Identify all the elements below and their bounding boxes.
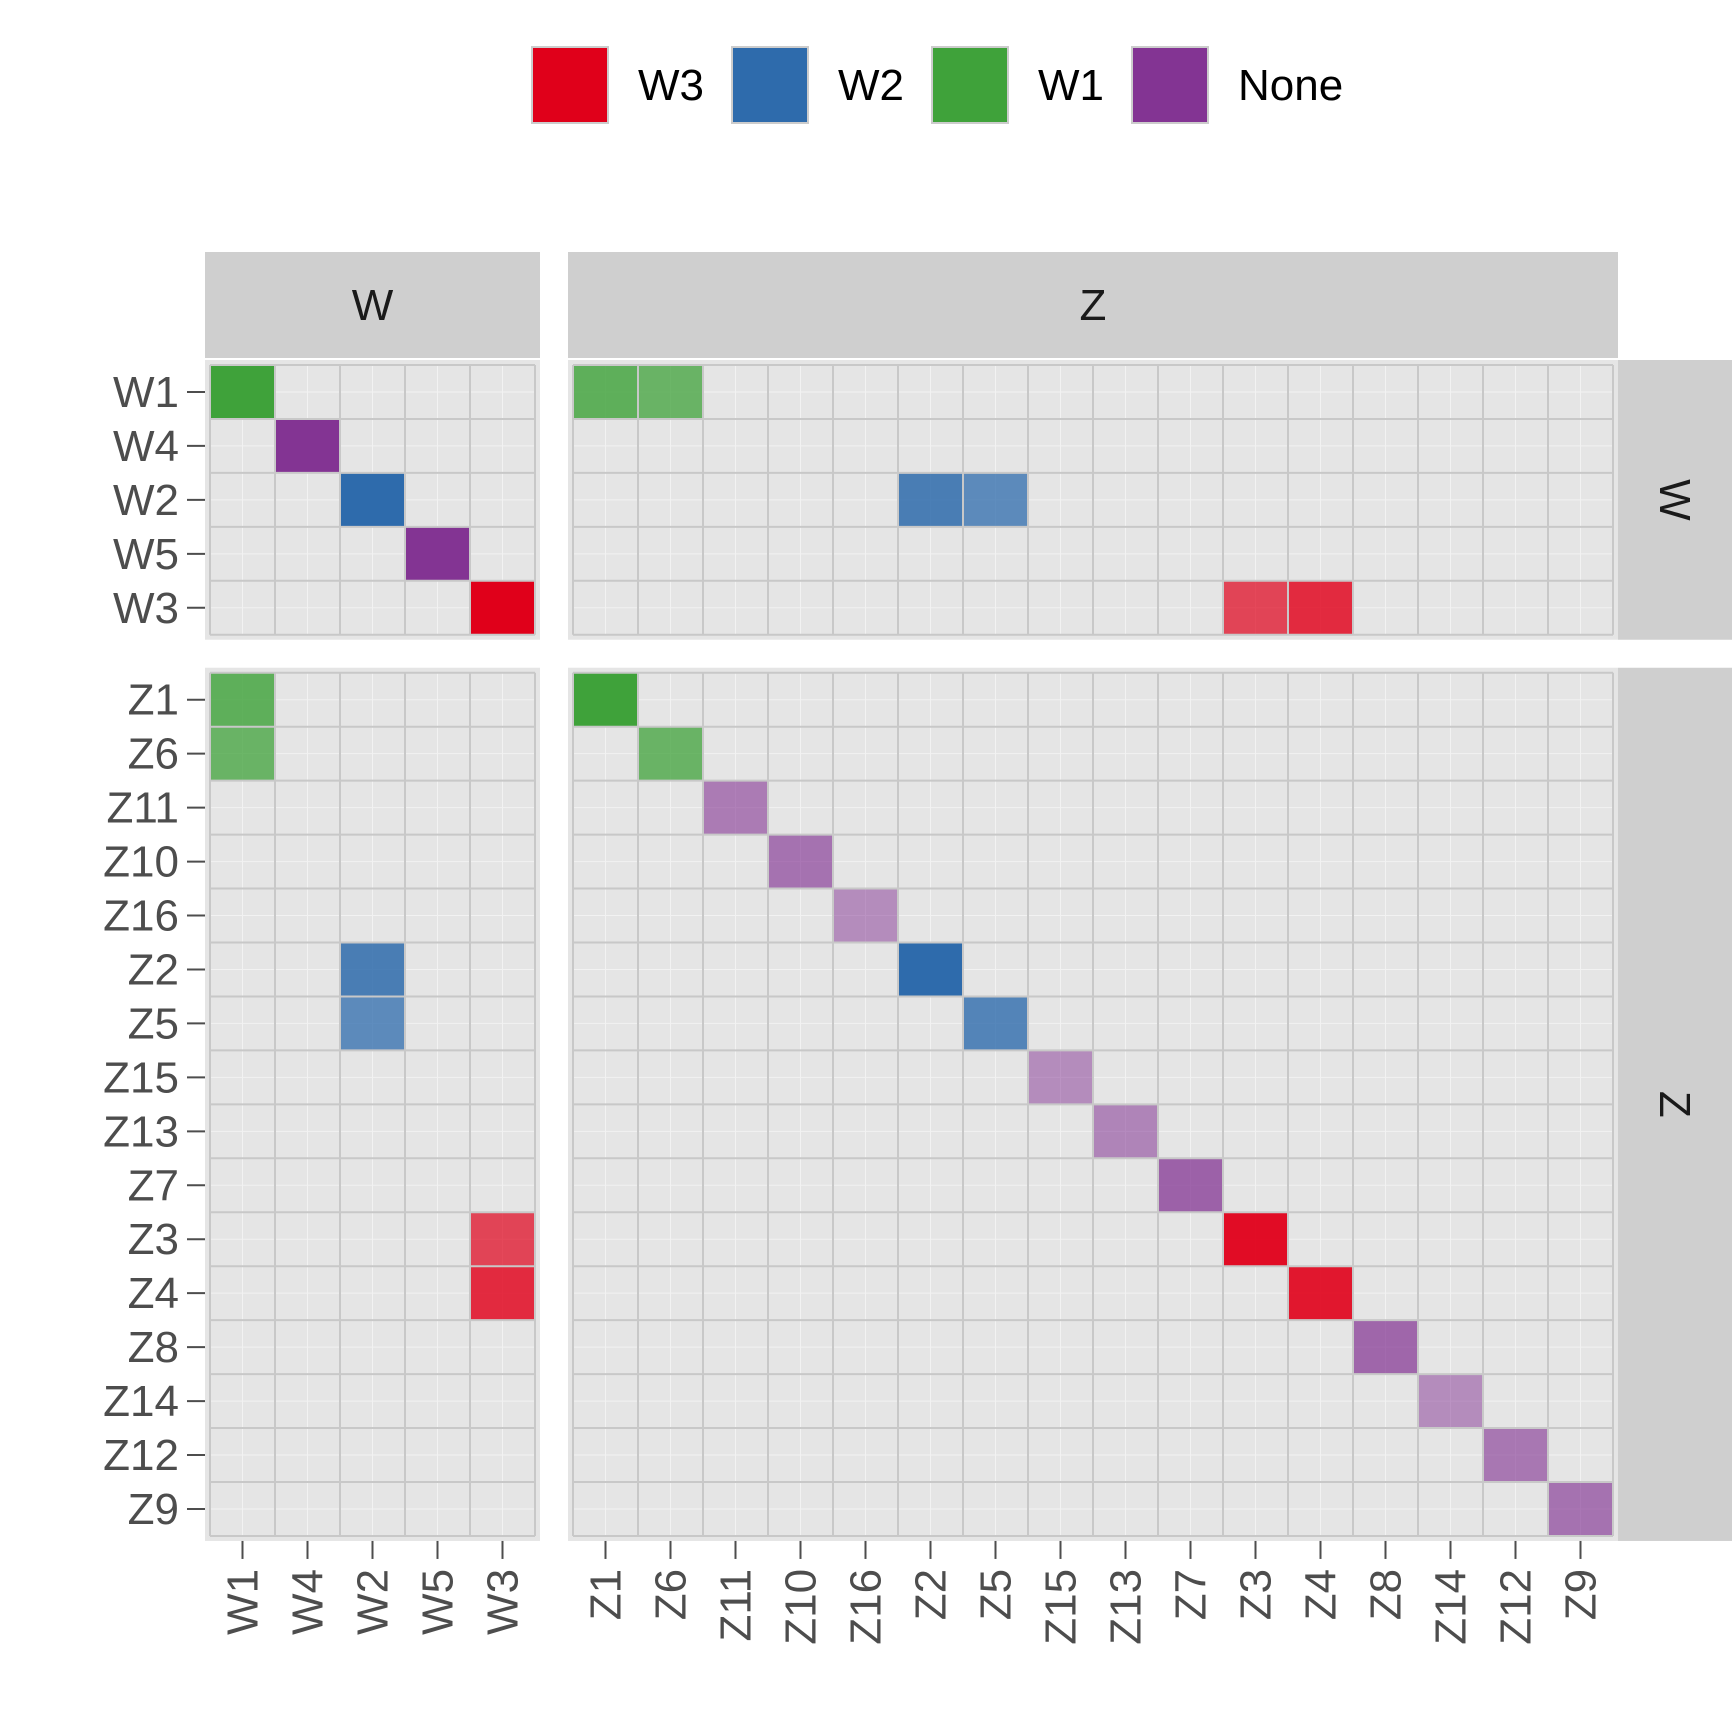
- y-tick-label-Z5: Z5: [128, 999, 179, 1048]
- cell-Z8-Z8: [1353, 1320, 1418, 1375]
- strip-right-Z: [1618, 667, 1732, 1541]
- cell-W4-W4: [275, 418, 340, 473]
- y-tick-label-Z4: Z4: [128, 1269, 179, 1318]
- cell-Z4-W3: [470, 1266, 535, 1321]
- strip-right-label-W: W: [1650, 479, 1699, 521]
- cell-W1-Z1: [573, 365, 638, 419]
- cell-W5-W5: [405, 526, 470, 581]
- x-tick-label-W4: W4: [284, 1569, 333, 1635]
- x-tick-label-Z9: Z9: [1557, 1569, 1606, 1620]
- y-tick-label-Z15: Z15: [103, 1053, 179, 1102]
- x-tick-label-Z3: Z3: [1232, 1569, 1281, 1620]
- x-tick-label-W3: W3: [479, 1569, 528, 1635]
- cell-Z1-Z1: [573, 672, 638, 727]
- y-tick-label-Z1: Z1: [128, 676, 179, 725]
- cell-W3-W3: [470, 580, 535, 635]
- x-tick-label-Z2: Z2: [907, 1569, 956, 1620]
- y-tick-label-Z7: Z7: [128, 1161, 179, 1210]
- axes: W1W4W2W5W3Z1Z6Z11Z10Z16Z2Z5Z15Z13Z7Z3Z4Z…: [103, 368, 1605, 1645]
- cell-W2-W2: [340, 472, 405, 527]
- y-tick-label-W3: W3: [113, 584, 179, 633]
- cell-Z9-Z9: [1548, 1482, 1613, 1536]
- x-tick-label-Z12: Z12: [1492, 1569, 1541, 1645]
- strip-right-label-Z: Z: [1650, 1091, 1699, 1118]
- cell-Z12-Z12: [1483, 1428, 1548, 1482]
- y-tick-label-W1: W1: [113, 368, 179, 417]
- cell-Z5-Z5: [963, 996, 1028, 1051]
- cell-Z3-W3: [470, 1212, 535, 1267]
- x-tick-label-Z7: Z7: [1167, 1569, 1216, 1620]
- y-tick-label-Z10: Z10: [103, 838, 179, 887]
- x-tick-label-Z8: Z8: [1362, 1569, 1411, 1620]
- cell-Z10-Z10: [768, 834, 833, 889]
- y-tick-label-W5: W5: [113, 530, 179, 579]
- legend-key-w1: [931, 46, 1009, 124]
- y-tick-label-Z14: Z14: [103, 1377, 179, 1426]
- legend-label-w1: W1: [1038, 61, 1104, 110]
- legend-label-w2: W2: [838, 61, 904, 110]
- cell-Z1-W1: [210, 672, 275, 727]
- x-tick-label-Z5: Z5: [972, 1569, 1021, 1620]
- y-tick-label-Z6: Z6: [128, 730, 179, 779]
- legend-label-w3: W3: [638, 61, 704, 110]
- y-tick-label-Z3: Z3: [128, 1215, 179, 1264]
- y-tick-label-Z12: Z12: [103, 1431, 179, 1480]
- legend-key-none: [1131, 46, 1209, 124]
- x-tick-label-Z15: Z15: [1037, 1569, 1086, 1645]
- y-tick-label-W4: W4: [113, 422, 179, 471]
- strip-right-W: [1618, 360, 1732, 640]
- y-tick-label-Z13: Z13: [103, 1107, 179, 1156]
- cell-Z14-Z14: [1418, 1374, 1483, 1429]
- cell-W2-Z5: [963, 472, 1028, 527]
- cell-W3-Z3: [1223, 580, 1288, 635]
- cell-Z11-Z11: [703, 780, 768, 835]
- legend: W3 W2 W1 None: [531, 46, 1343, 124]
- legend-key-w2: [731, 46, 809, 124]
- strip-top-label-Z: Z: [1080, 281, 1107, 330]
- cell-Z6-W1: [210, 726, 275, 781]
- strip-top-Z: [568, 252, 1618, 358]
- cell-Z13-Z13: [1093, 1104, 1158, 1159]
- x-tick-label-Z6: Z6: [647, 1569, 696, 1620]
- strip-top-label-W: W: [352, 281, 394, 330]
- x-tick-label-W1: W1: [219, 1569, 268, 1635]
- x-tick-label-Z16: Z16: [842, 1569, 891, 1645]
- cell-Z3-Z3: [1223, 1212, 1288, 1267]
- cell-W3-Z4: [1288, 580, 1353, 635]
- cell-Z15-Z15: [1028, 1050, 1093, 1105]
- legend-key-w3: [531, 46, 609, 124]
- y-tick-label-Z8: Z8: [128, 1323, 179, 1372]
- y-tick-label-Z11: Z11: [106, 784, 179, 833]
- cell-Z6-Z6: [638, 726, 703, 781]
- x-tick-label-Z13: Z13: [1102, 1569, 1151, 1645]
- cell-Z2-Z2: [898, 942, 963, 997]
- cell-Z5-W2: [340, 996, 405, 1051]
- facet-strips: W Z W Z: [205, 252, 1732, 1541]
- cell-Z16-Z16: [833, 888, 898, 943]
- x-tick-label-Z1: Z1: [582, 1569, 631, 1620]
- x-tick-label-W2: W2: [349, 1569, 398, 1635]
- x-tick-label-Z10: Z10: [777, 1569, 826, 1645]
- cell-Z2-W2: [340, 942, 405, 997]
- x-tick-label-Z4: Z4: [1297, 1569, 1346, 1620]
- x-tick-label-Z11: Z11: [712, 1569, 761, 1642]
- cell-W1-W1: [210, 365, 275, 419]
- x-tick-label-W5: W5: [414, 1569, 463, 1635]
- x-tick-label-Z14: Z14: [1427, 1569, 1476, 1645]
- y-tick-label-Z16: Z16: [103, 892, 179, 941]
- panels: [205, 360, 1618, 1541]
- legend-label-none: None: [1238, 61, 1343, 110]
- strip-top-W: [205, 252, 540, 358]
- cell-W2-Z2: [898, 472, 963, 527]
- y-tick-label-W2: W2: [113, 476, 179, 525]
- y-tick-label-Z2: Z2: [128, 945, 179, 994]
- y-tick-label-Z9: Z9: [128, 1485, 179, 1534]
- cell-Z7-Z7: [1158, 1158, 1223, 1213]
- cell-Z4-Z4: [1288, 1266, 1353, 1321]
- cell-W1-Z6: [638, 365, 703, 419]
